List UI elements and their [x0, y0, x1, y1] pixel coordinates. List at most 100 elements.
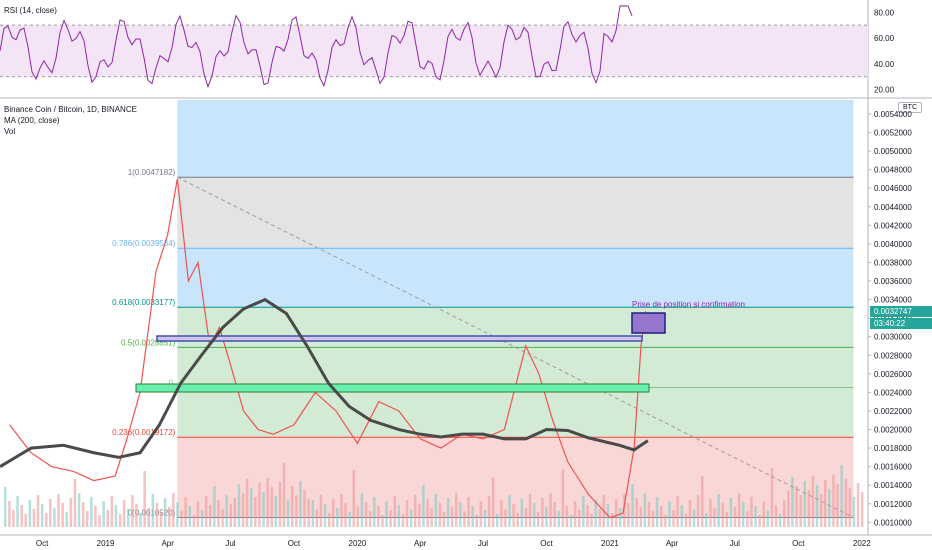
- volume-bar: [651, 511, 655, 527]
- volume-bar: [422, 485, 425, 527]
- fib-level-label: 0.618(0.0033177): [112, 298, 176, 307]
- volume-bar: [307, 499, 310, 527]
- volume-bar: [778, 514, 782, 527]
- volume-bar: [860, 492, 864, 527]
- time-tick-label: 2021: [601, 539, 619, 548]
- volume-bar: [434, 494, 437, 527]
- volume-bar: [118, 514, 122, 527]
- volume-bar: [127, 509, 130, 527]
- time-tick-label: Jul: [225, 539, 235, 548]
- volume-bar: [303, 490, 306, 527]
- volume-bar: [459, 502, 462, 527]
- volume-bar: [45, 513, 48, 527]
- currency-badge[interactable]: BTC: [898, 102, 922, 113]
- volume-bar: [401, 514, 405, 527]
- countdown-tag: 03:40:22: [870, 318, 932, 329]
- volume-bar: [245, 479, 249, 527]
- time-tick-label: Jul: [478, 539, 488, 548]
- volume-bar: [393, 496, 396, 527]
- volume-bar: [20, 505, 23, 527]
- volume-bar: [151, 494, 155, 527]
- price-tick-label: 0.0014000: [874, 481, 912, 490]
- volume-bar: [323, 504, 327, 527]
- volume-bar: [237, 484, 241, 527]
- volume-bar: [824, 480, 827, 527]
- volume-bar: [204, 496, 208, 527]
- volume-bar: [631, 484, 634, 527]
- fib-zone-0618-0236: [177, 307, 854, 438]
- volume-bar: [705, 513, 708, 527]
- support-zone: [135, 383, 650, 393]
- volume-bar: [832, 475, 835, 527]
- volume-bar: [635, 498, 638, 527]
- price-line: [9, 178, 647, 519]
- volume-bar: [836, 484, 839, 527]
- volume-bar: [795, 486, 798, 527]
- volume-bar: [184, 497, 187, 527]
- volume-bar: [172, 493, 175, 527]
- price-tick-label: 0.0046000: [874, 184, 912, 193]
- volume-bar: [463, 511, 466, 527]
- volume-bar: [106, 510, 109, 527]
- volume-bar: [299, 481, 302, 527]
- fib-level-label: 0.786(0.0039534): [112, 239, 176, 248]
- fib-level-label: 0.236(0.0019172): [112, 428, 176, 437]
- rsi-indicator-label: RSI (14, close): [4, 6, 57, 15]
- volume-bar: [500, 500, 503, 527]
- volume-bar: [274, 496, 278, 527]
- volume-bar: [114, 505, 118, 527]
- fib-zone-1-0786: [177, 177, 854, 249]
- volume-bar: [450, 507, 454, 527]
- volume-bar: [286, 500, 290, 527]
- price-tick-label: 0.0034000: [874, 296, 912, 305]
- volume-bar: [188, 506, 191, 527]
- volume-bar: [746, 511, 749, 527]
- price-tick-label: 0.0028000: [874, 351, 912, 360]
- time-tick-label: 2022: [853, 539, 871, 548]
- volume-bar: [209, 505, 212, 527]
- price-tick-label: 0.0018000: [874, 444, 912, 453]
- volume-bar: [532, 503, 536, 527]
- volume-bar: [610, 513, 614, 527]
- volume-bar: [660, 506, 663, 527]
- ma-indicator-label: MA (200, close): [4, 116, 60, 125]
- volume-bar: [217, 500, 220, 527]
- volume-bar: [692, 509, 696, 527]
- volume-bar: [94, 506, 97, 527]
- volume-bar: [12, 510, 15, 527]
- volume-bar: [680, 505, 683, 527]
- volume-bar: [614, 499, 618, 527]
- volume-bar: [594, 500, 597, 527]
- volume-bar: [553, 502, 556, 527]
- volume-bar: [200, 510, 204, 527]
- volume-bar: [733, 507, 737, 527]
- fib-zone-top: [177, 100, 854, 178]
- volume-bar: [213, 486, 216, 527]
- time-tick-label: Oct: [36, 539, 49, 548]
- volume-bar: [192, 515, 196, 527]
- volume-bar: [159, 512, 163, 527]
- volume-bar: [713, 508, 716, 527]
- volume-bar: [426, 499, 429, 527]
- volume-bar: [311, 500, 314, 527]
- ma-line: [0, 297, 649, 468]
- volume-bar: [40, 504, 44, 527]
- volume-bar: [840, 465, 843, 527]
- volume-bar: [446, 498, 450, 527]
- volume-bar: [750, 497, 753, 527]
- volume-bar: [266, 478, 269, 527]
- fib-level-label: 0.: [169, 379, 176, 388]
- fib-level-label: 1(0.0047182): [128, 168, 176, 177]
- volume-bar: [844, 479, 847, 527]
- volume-bar: [405, 500, 409, 527]
- volume-bar: [8, 501, 11, 527]
- volume-bar: [229, 504, 232, 527]
- rsi-tick-label: 20.00: [874, 86, 895, 95]
- volume-bar: [676, 496, 679, 527]
- volume-bar: [61, 503, 64, 527]
- volume-bar: [512, 504, 515, 527]
- volume-bar: [561, 469, 565, 527]
- volume-bar: [684, 514, 688, 527]
- price-tick-label: 0.0016000: [874, 463, 912, 472]
